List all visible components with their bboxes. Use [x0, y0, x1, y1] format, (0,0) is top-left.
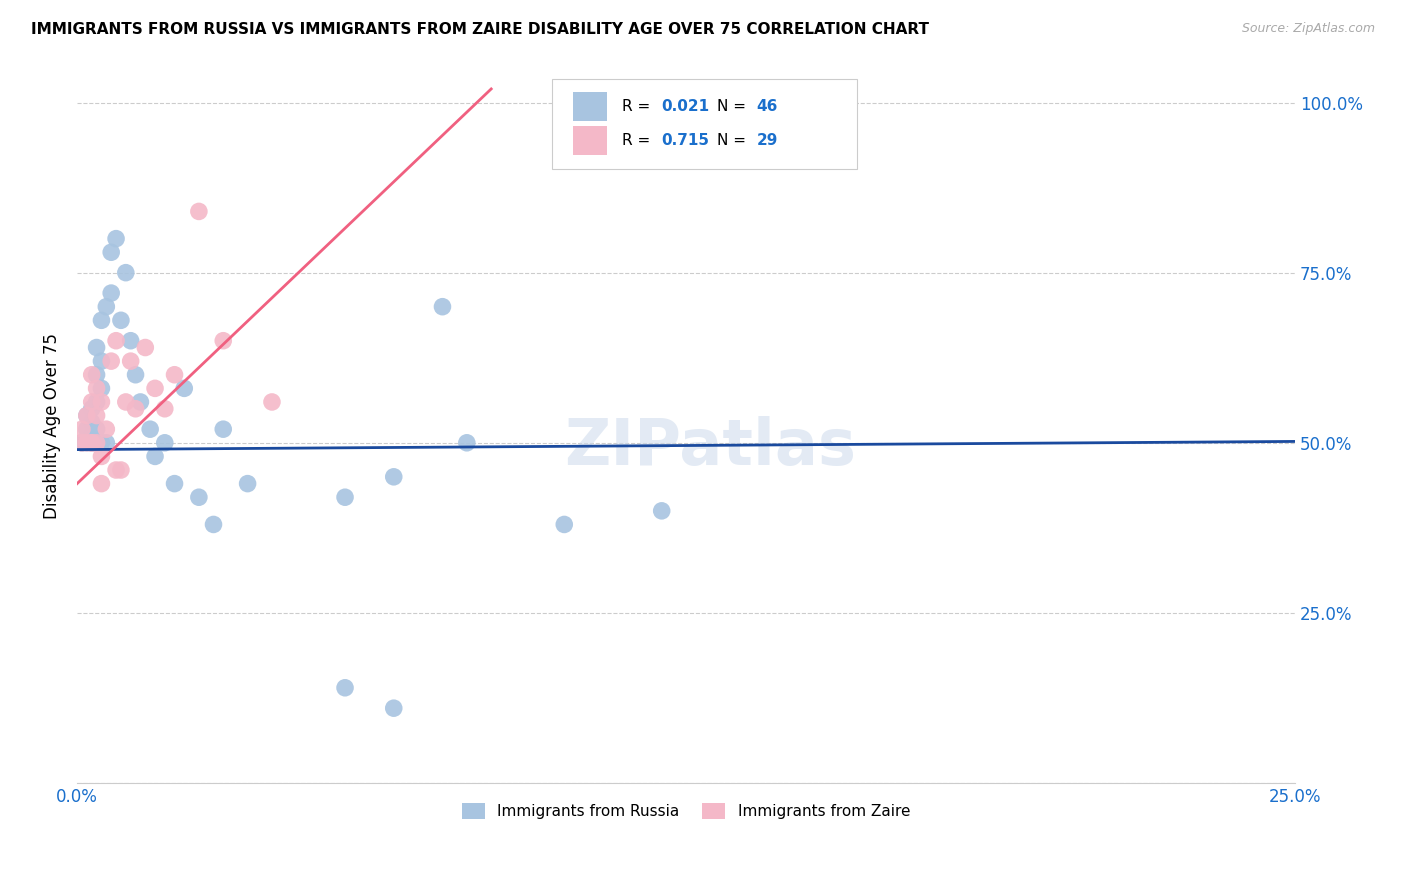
FancyBboxPatch shape	[572, 127, 607, 155]
Text: R =: R =	[621, 133, 655, 148]
Point	[86, 341, 108, 355]
Point	[80, 435, 103, 450]
Point	[76, 435, 98, 450]
Point	[90, 395, 112, 409]
Point	[96, 300, 118, 314]
Point	[80, 435, 103, 450]
Point	[382, 470, 405, 484]
Point	[86, 435, 108, 450]
Point	[86, 381, 108, 395]
Point	[187, 490, 209, 504]
Point	[86, 422, 108, 436]
Point	[86, 368, 108, 382]
Point	[212, 422, 235, 436]
Point	[124, 368, 146, 382]
Point	[76, 409, 98, 423]
Text: 29: 29	[756, 133, 778, 148]
Point	[173, 381, 195, 395]
FancyBboxPatch shape	[553, 79, 856, 169]
Point	[110, 463, 132, 477]
Point	[163, 368, 186, 382]
Point	[90, 313, 112, 327]
Point	[100, 245, 122, 260]
Point	[96, 422, 118, 436]
FancyBboxPatch shape	[572, 92, 607, 120]
Point	[76, 435, 98, 450]
Point	[70, 435, 93, 450]
Point	[80, 401, 103, 416]
Point	[70, 435, 93, 450]
Point	[90, 435, 112, 450]
Point	[139, 422, 162, 436]
Point	[134, 341, 156, 355]
Point	[80, 416, 103, 430]
Point	[114, 395, 136, 409]
Text: ZIPatlas: ZIPatlas	[564, 417, 856, 478]
Point	[124, 401, 146, 416]
Point	[153, 435, 176, 450]
Point	[212, 334, 235, 348]
Point	[105, 232, 128, 246]
Text: N =: N =	[717, 99, 751, 114]
Point	[76, 422, 98, 436]
Point	[333, 490, 356, 504]
Point	[80, 395, 103, 409]
Point	[143, 450, 166, 464]
Y-axis label: Disability Age Over 75: Disability Age Over 75	[44, 333, 60, 519]
Point	[105, 334, 128, 348]
Point	[90, 381, 112, 395]
Point	[96, 435, 118, 450]
Point	[260, 395, 283, 409]
Point	[80, 435, 103, 450]
Point	[114, 266, 136, 280]
Point	[86, 409, 108, 423]
Point	[70, 435, 93, 450]
Text: 46: 46	[756, 99, 778, 114]
Point	[163, 476, 186, 491]
Point	[76, 409, 98, 423]
Point	[90, 450, 112, 464]
Point	[651, 504, 673, 518]
Point	[86, 435, 108, 450]
Point	[100, 286, 122, 301]
Point	[90, 354, 112, 368]
Point	[432, 300, 454, 314]
Point	[100, 354, 122, 368]
Point	[80, 368, 103, 382]
Text: Source: ZipAtlas.com: Source: ZipAtlas.com	[1241, 22, 1375, 36]
Text: IMMIGRANTS FROM RUSSIA VS IMMIGRANTS FROM ZAIRE DISABILITY AGE OVER 75 CORRELATI: IMMIGRANTS FROM RUSSIA VS IMMIGRANTS FRO…	[31, 22, 929, 37]
Point	[202, 517, 225, 532]
Text: 0.715: 0.715	[662, 133, 710, 148]
Legend: Immigrants from Russia, Immigrants from Zaire: Immigrants from Russia, Immigrants from …	[456, 797, 917, 825]
Point	[456, 435, 478, 450]
Point	[80, 429, 103, 443]
Point	[236, 476, 259, 491]
Point	[120, 334, 142, 348]
Point	[187, 204, 209, 219]
Point	[80, 435, 103, 450]
Text: R =: R =	[621, 99, 655, 114]
Point	[70, 422, 93, 436]
Point	[120, 354, 142, 368]
Point	[90, 476, 112, 491]
Point	[143, 381, 166, 395]
Point	[86, 395, 108, 409]
Point	[110, 313, 132, 327]
Point	[105, 463, 128, 477]
Point	[129, 395, 152, 409]
Point	[382, 701, 405, 715]
Text: N =: N =	[717, 133, 751, 148]
Text: 0.021: 0.021	[662, 99, 710, 114]
Point	[553, 517, 575, 532]
Point	[333, 681, 356, 695]
Point	[153, 401, 176, 416]
